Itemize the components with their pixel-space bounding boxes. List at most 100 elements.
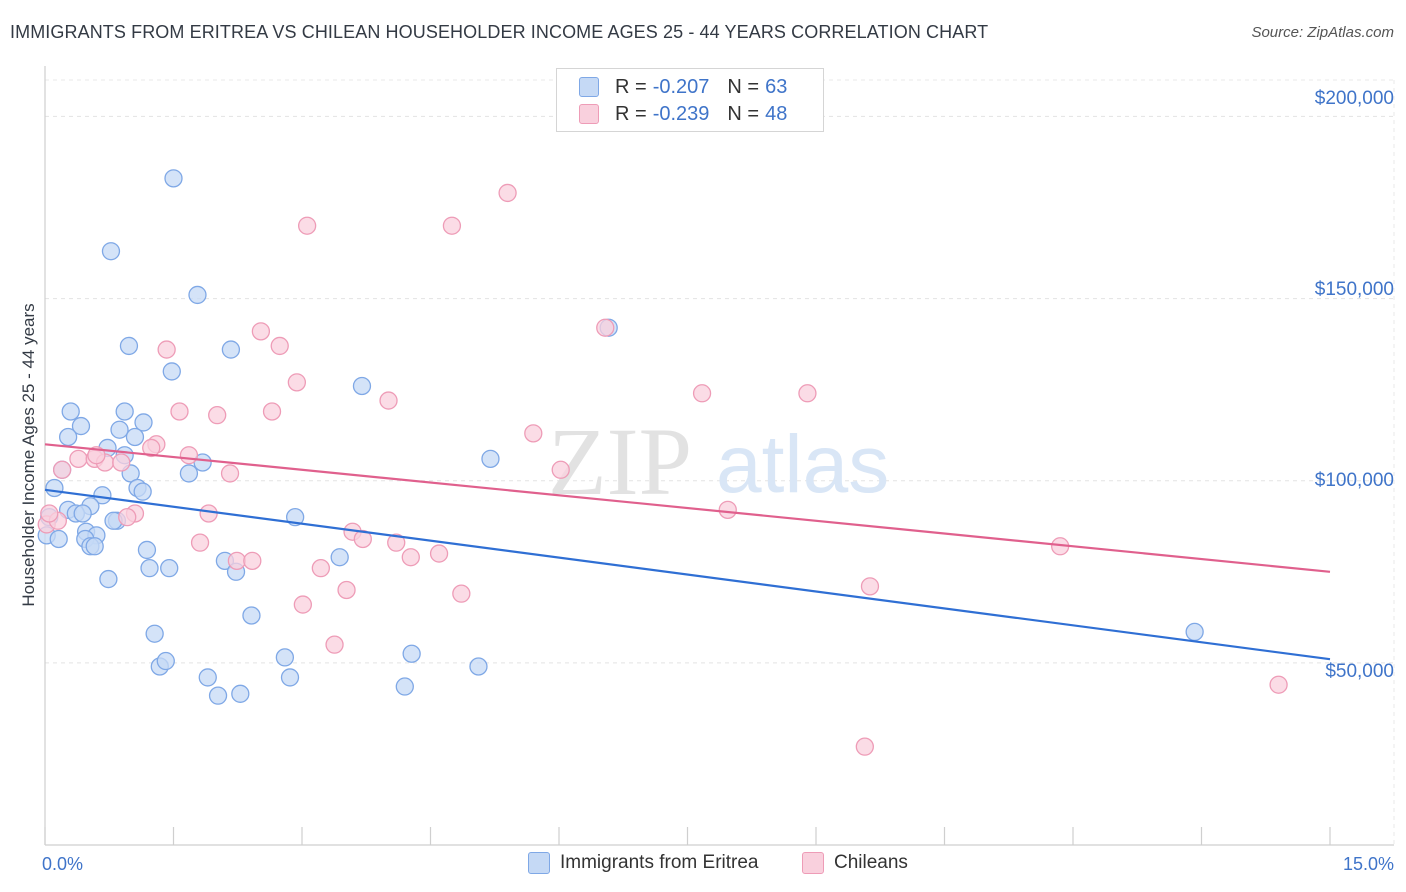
data-point <box>45 478 64 498</box>
watermark: ZIP atlas <box>548 408 889 515</box>
data-point <box>179 446 199 465</box>
y-axis-label: Householder Income Ages 25 - 44 years <box>19 303 38 606</box>
data-point <box>1269 675 1288 694</box>
data-point <box>379 391 398 410</box>
data-point <box>395 677 414 696</box>
source-credit: Source: ZipAtlas.com <box>1251 24 1394 41</box>
data-point <box>52 460 72 479</box>
data-point <box>1185 622 1204 642</box>
data-point <box>118 507 137 527</box>
data-point <box>170 402 189 421</box>
chart-title: IMMIGRANTS FROM ERITREA VS CHILEAN HOUSE… <box>10 22 989 42</box>
x-tick-label-min: 0.0% <box>42 854 83 874</box>
data-point <box>353 529 372 549</box>
legend-r-label: R = <box>615 75 647 98</box>
data-point <box>137 540 157 560</box>
legend-item-eritrea[interactable]: Immigrants from Eritrea <box>528 852 758 874</box>
data-point <box>190 533 210 552</box>
data-point <box>58 427 78 447</box>
data-point <box>270 336 289 356</box>
data-point <box>596 318 615 337</box>
data-point <box>227 551 247 571</box>
data-point <box>242 606 261 625</box>
data-point <box>692 384 712 403</box>
legend-r-value: -0.239 <box>652 102 710 125</box>
data-point <box>164 169 183 188</box>
data-point <box>221 340 241 359</box>
data-point <box>87 446 106 465</box>
data-point <box>251 322 271 341</box>
axis-labels: Householder Income Ages 25 - 44 years 0.… <box>19 88 1394 874</box>
data-point <box>469 657 488 676</box>
data-point <box>337 580 356 600</box>
data-point <box>352 376 372 396</box>
data-point <box>85 537 104 556</box>
data-point <box>61 402 80 421</box>
data-point <box>199 504 218 523</box>
data-point <box>798 384 817 403</box>
data-point <box>231 684 250 703</box>
data-point <box>311 558 330 578</box>
data-point <box>401 548 420 567</box>
legend-label-eritrea: Immigrants from Eritrea <box>560 852 759 873</box>
data-point <box>145 624 164 643</box>
data-point <box>387 533 406 552</box>
legend-n-label: N = <box>727 75 760 98</box>
data-point <box>402 644 421 663</box>
data-point <box>99 569 118 589</box>
data-point <box>115 402 134 421</box>
legend-swatch-eritrea <box>579 77 599 97</box>
legend-r-label: R = <box>615 102 647 125</box>
data-point <box>125 427 145 447</box>
data-point <box>280 668 300 687</box>
data-point <box>133 482 152 501</box>
data-point <box>297 216 317 235</box>
data-point <box>442 216 462 235</box>
legend-row-chileans: R = -0.239 N = 48 <box>579 101 787 127</box>
y-tick-label-200000: $200,000 <box>1315 88 1394 109</box>
data-point <box>101 242 121 261</box>
data-point <box>481 449 500 469</box>
legend-swatch-chileans <box>579 104 599 124</box>
data-point <box>162 362 181 381</box>
data-point <box>293 595 313 614</box>
data-point <box>860 577 880 596</box>
data-point <box>524 424 543 443</box>
data-point <box>73 504 92 523</box>
data-point <box>112 453 131 472</box>
data-point <box>718 500 737 520</box>
data-point <box>855 737 874 756</box>
data-point <box>69 449 88 469</box>
legend-label-chileans: Chileans <box>834 852 908 873</box>
legend-row-eritrea: R = -0.207 N = 63 <box>579 74 787 100</box>
data-point <box>134 413 153 432</box>
correlation-legend: R = -0.207 N = 63 R = -0.239 N = 48 <box>556 68 824 132</box>
data-point <box>156 651 175 671</box>
legend-swatch-eritrea <box>528 852 550 874</box>
series-legend: Immigrants from Eritrea Chileans <box>0 852 1406 878</box>
data-point <box>179 464 199 483</box>
watermark-atlas: atlas <box>716 419 889 510</box>
data-point <box>188 285 207 305</box>
legend-n-label: N = <box>727 102 760 125</box>
data-point <box>330 548 349 567</box>
data-point <box>325 635 344 654</box>
data-point <box>429 544 449 563</box>
legend-swatch-chileans <box>802 852 824 874</box>
data-point <box>160 558 179 578</box>
data-point <box>551 460 570 479</box>
y-tick-label-100000: $100,000 <box>1315 470 1394 491</box>
data-point <box>275 648 295 667</box>
legend-item-chileans[interactable]: Chileans <box>802 852 908 874</box>
legend-r-value: -0.207 <box>652 75 710 98</box>
data-point <box>452 584 471 603</box>
trend-line-chileans <box>44 443 1331 573</box>
data-point <box>110 420 129 439</box>
data-point <box>71 416 91 436</box>
data-points <box>37 169 1288 756</box>
data-point <box>140 558 159 578</box>
data-point <box>262 402 282 421</box>
data-point <box>208 405 227 425</box>
trend-lines <box>44 443 1331 661</box>
